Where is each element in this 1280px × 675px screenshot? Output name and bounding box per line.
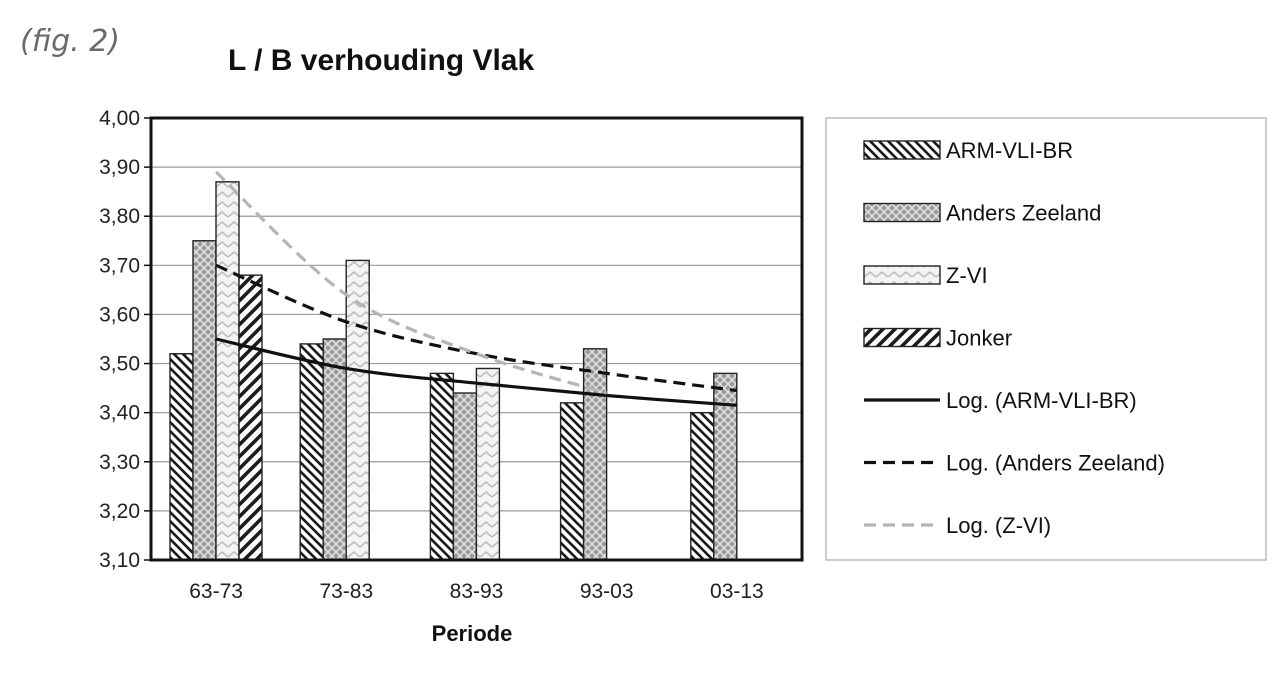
- trendline-log-z-vi: [215, 170, 608, 395]
- x-tick-label: 93-03: [580, 580, 634, 603]
- figure-label: (fig. 2): [20, 24, 120, 59]
- legend: ARM-VLI-BR Anders Zeeland Z-VI Jonker Log. (…: [863, 138, 1165, 538]
- bar-arm-vli-br: [299, 343, 324, 561]
- bar-arm-vli-br: [429, 372, 455, 561]
- bar-anders-zeeland: [713, 372, 738, 561]
- trendlines: [215, 170, 738, 407]
- bar-z-vi: [475, 367, 501, 561]
- y-tick-label: 4,00: [99, 107, 140, 130]
- x-tick-label: 03-13: [710, 580, 764, 603]
- y-tick-label: 3,40: [99, 402, 140, 425]
- bar-arm-vli-br: [690, 411, 715, 561]
- bar-anders-zeeland: [322, 338, 347, 561]
- y-tick-label: 3,60: [99, 303, 140, 326]
- legend-entry: ARM-VLI-BR: [946, 138, 1073, 163]
- legend-swatch: [863, 140, 941, 160]
- chart-title: L / B verhouding Vlak: [228, 44, 535, 77]
- legend-swatch: [863, 265, 941, 285]
- y-tick-label: 3,90: [99, 156, 140, 179]
- y-tick-label: 3,70: [99, 254, 140, 277]
- legend-swatch: [863, 327, 941, 348]
- y-tick-label: 3,10: [99, 549, 140, 572]
- legend-swatch: [863, 202, 941, 223]
- plot-area: [149, 116, 804, 562]
- trendline-log-arm-vli-br: [215, 337, 738, 407]
- y-tick-label: 3,80: [99, 205, 140, 228]
- x-tick-label: 73-83: [319, 580, 373, 603]
- y-tick-label: 3,50: [99, 353, 140, 376]
- bar-z-vi: [345, 259, 370, 561]
- x-tick-label: 63-73: [189, 580, 243, 603]
- legend-entry: Log. (Anders Zeeland): [946, 451, 1165, 476]
- bar-anders-zeeland: [452, 392, 478, 561]
- legend-entry: Log. (ARM-VLI-BR): [946, 388, 1137, 413]
- bars: [169, 181, 738, 561]
- x-tick-label: 83-93: [450, 580, 504, 603]
- axes: 3,10 3,20 3,30 3,40 3,50 3,60 3,70 3,80 3,90 4,00…: [99, 107, 764, 603]
- legend-entry: Anders Zeeland: [946, 201, 1101, 226]
- legend-entry: Z-VI: [946, 263, 988, 288]
- legend-entry: Jonker: [946, 326, 1012, 351]
- y-tick-label: 3,20: [99, 500, 140, 523]
- bar-jonker: [238, 274, 263, 561]
- bar-arm-vli-br: [559, 402, 585, 561]
- bar-anders-zeeland: [192, 240, 217, 561]
- legend-entry: Log. (Z-VI): [946, 513, 1051, 538]
- bar-arm-vli-br: [169, 353, 194, 561]
- y-tick-label: 3,30: [99, 451, 140, 474]
- bar-z-vi: [215, 181, 240, 561]
- bar-anders-zeeland: [582, 348, 608, 561]
- trendline-log-anders-zeeland: [215, 263, 738, 393]
- x-axis-label: Periode: [432, 621, 513, 646]
